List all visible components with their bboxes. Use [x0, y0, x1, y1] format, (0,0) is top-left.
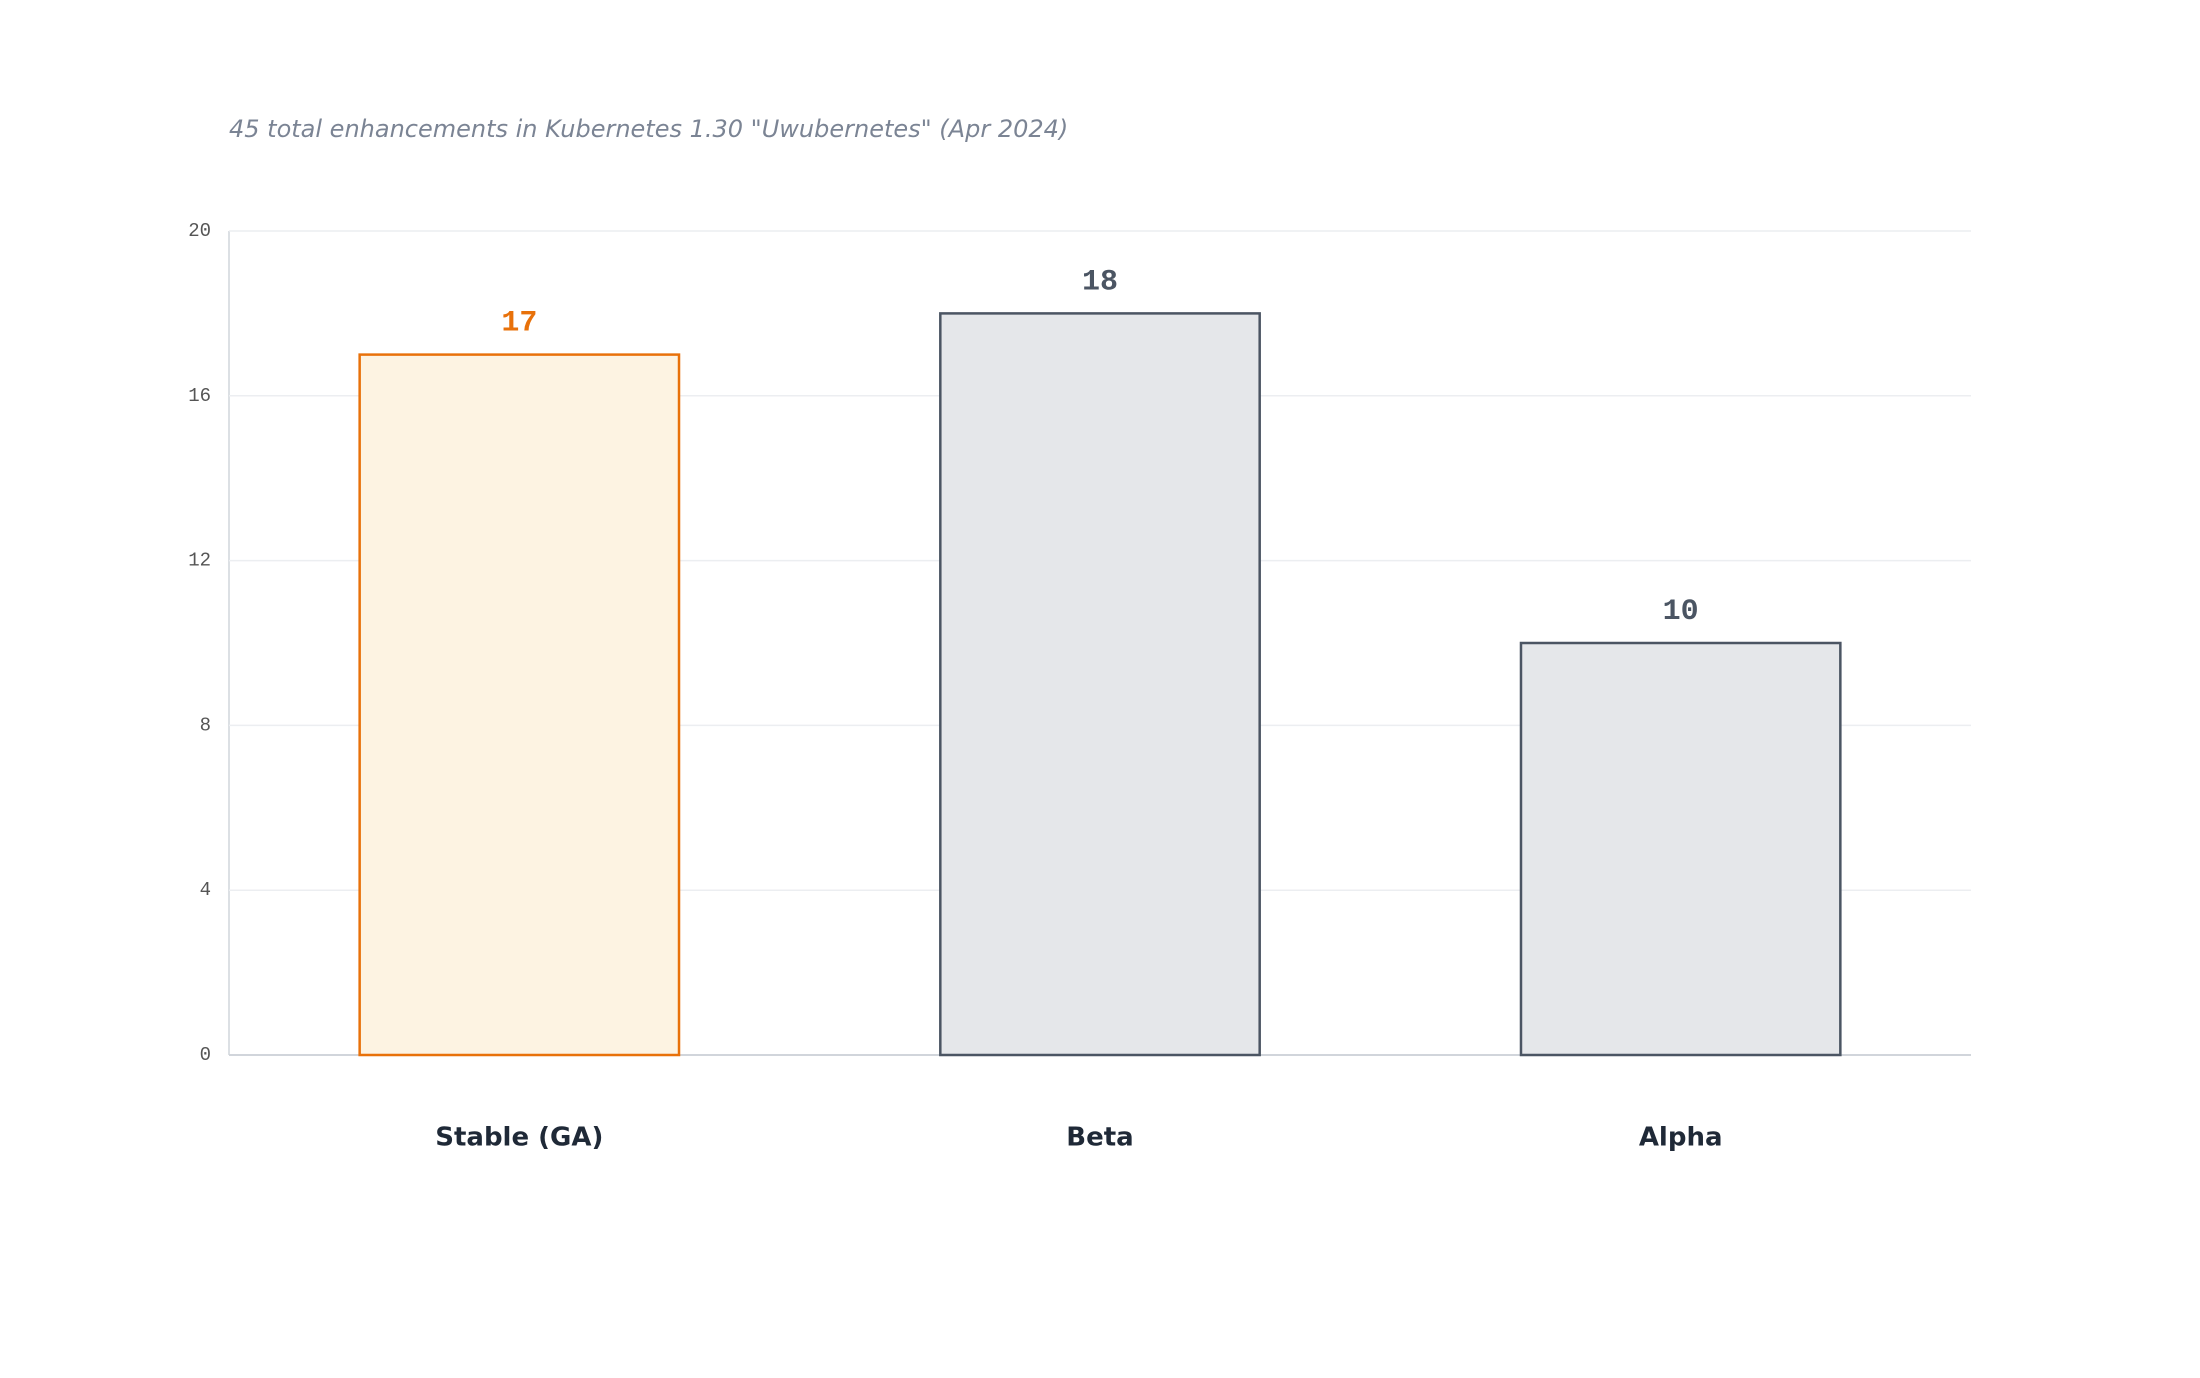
value-label: 10 [1663, 595, 1699, 629]
y-tick-label: 4 [200, 879, 211, 901]
value-label: 18 [1082, 265, 1118, 299]
y-tick-label: 8 [200, 714, 211, 736]
x-tick-label: Alpha [1639, 1123, 1723, 1153]
y-tick-label: 0 [200, 1044, 211, 1066]
bar [939, 312, 1261, 1057]
bar [358, 353, 681, 1057]
y-tick-label: 16 [188, 385, 211, 407]
chart-subtitle: 45 total enhancements in Kubernetes 1.30… [229, 115, 1068, 143]
value-label: 17 [501, 307, 537, 341]
x-tick-label: Beta [1066, 1123, 1133, 1153]
bar [1519, 641, 1842, 1057]
x-tick-label: Stable (GA) [435, 1123, 603, 1153]
y-tick-label: 12 [188, 550, 211, 572]
y-tick-label: 20 [188, 220, 211, 242]
